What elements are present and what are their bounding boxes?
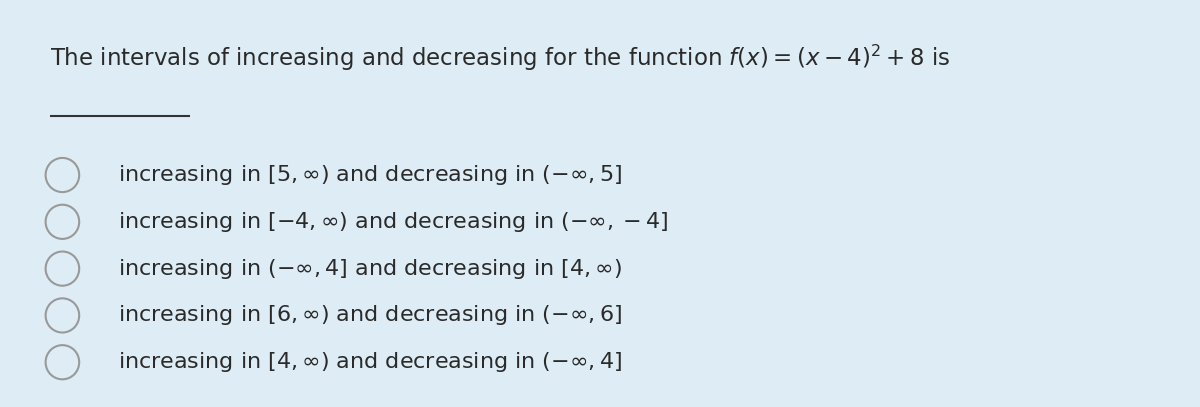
Text: increasing in $[5, \infty)$ and decreasing in $(-\infty, 5]$: increasing in $[5, \infty)$ and decreasi… [118,163,622,187]
Text: increasing in $[4, \infty)$ and decreasing in $(-\infty, 4]$: increasing in $[4, \infty)$ and decreasi… [118,350,622,374]
Text: increasing in $(-\infty, 4]$ and decreasing in $[4, \infty)$: increasing in $(-\infty, 4]$ and decreas… [118,257,622,280]
Text: increasing in $[-4, \infty)$ and decreasing in $(-\infty, -4]$: increasing in $[-4, \infty)$ and decreas… [118,210,667,234]
Text: increasing in $[6, \infty)$ and decreasing in $(-\infty, 6]$: increasing in $[6, \infty)$ and decreasi… [118,304,622,327]
Text: The intervals of increasing and decreasing for the function $f(x) = (x - 4)^2 + : The intervals of increasing and decreasi… [50,43,950,73]
